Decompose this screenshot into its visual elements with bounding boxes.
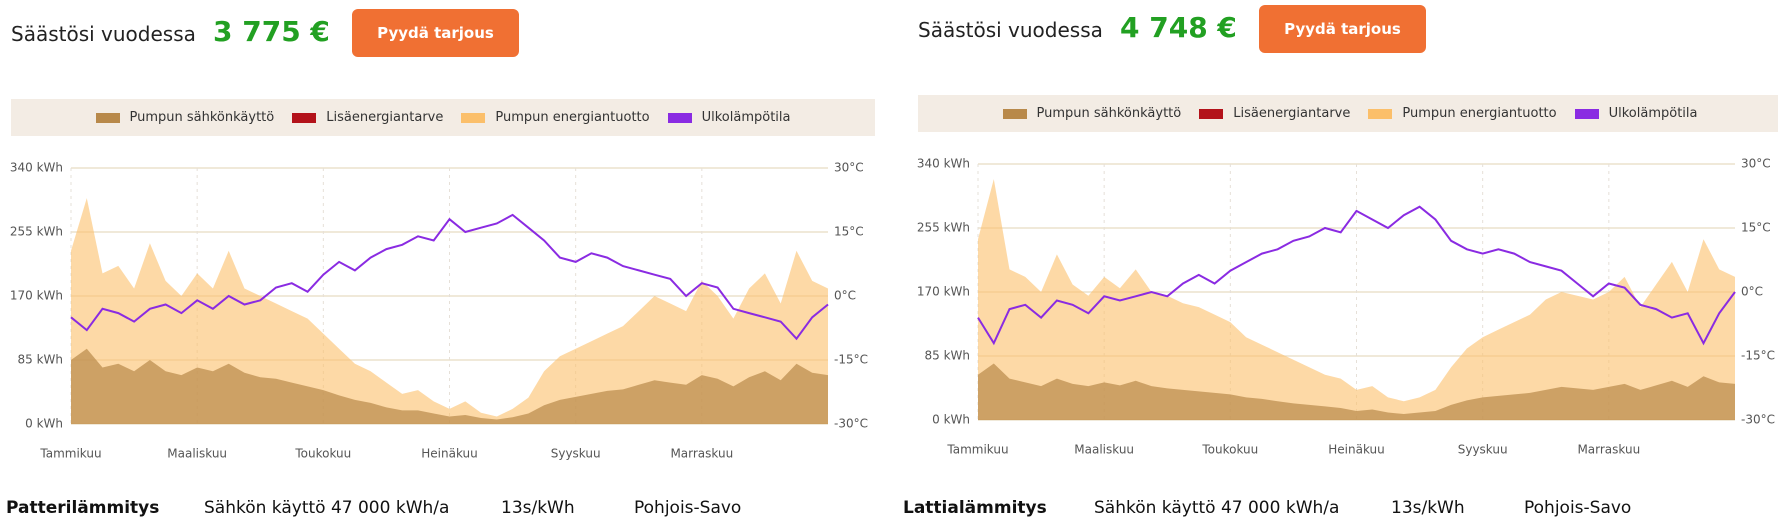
legend-item[interactable]: Pumpun energiantuotto	[461, 110, 650, 125]
legend-swatch	[1199, 108, 1224, 119]
y-tick-label: 255 kWh	[917, 221, 970, 235]
info-heating: Patterilämmitys	[6, 498, 160, 518]
x-tick-label: Tammikuu	[946, 443, 1008, 457]
info-region: Pohjois-Savo	[1524, 498, 1632, 518]
temperature-line	[70, 213, 829, 341]
quote-button[interactable]: Pyydä tarjous	[1259, 5, 1426, 53]
info-consumption: Sähkön käyttö 47 000 kWh/a	[204, 498, 450, 518]
legend-swatch	[95, 112, 120, 123]
quote-button[interactable]: Pyydä tarjous	[352, 9, 519, 57]
legend-label: Ulkolämpötila	[701, 110, 791, 125]
y2-tick-label: 15°C	[834, 225, 864, 239]
x-tick-label: Heinäkuu	[1328, 443, 1385, 457]
legend-label: Lisäenergiantarve	[326, 110, 444, 125]
legend-label: Pumpun sähkönkäyttö	[1036, 106, 1182, 121]
y-tick-label: 0 kWh	[25, 417, 63, 431]
y-tick-label: 340 kWh	[10, 161, 63, 175]
legend-swatch	[461, 112, 486, 123]
legend: Pumpun sähkönkäyttö Lisäenergiantarve Pump…	[918, 95, 1778, 132]
x-tick-label: Toukokuu	[1201, 443, 1258, 457]
x-tick-label: Toukokuu	[294, 447, 351, 461]
x-tick-label: Maaliskuu	[167, 447, 227, 461]
y2-tick-label: 0°C	[834, 289, 856, 303]
legend-label: Lisäenergiantarve	[1233, 106, 1351, 121]
area	[71, 348, 828, 424]
savings-label: Säästösi vuodessa	[11, 22, 196, 46]
x-tick-label: Maaliskuu	[1074, 443, 1134, 457]
info-price: 13s/kWh	[501, 498, 575, 518]
legend-label: Pumpun energiantuotto	[1402, 106, 1557, 121]
y-tick-label: 170 kWh	[10, 289, 63, 303]
legend-label: Pumpun energiantuotto	[495, 110, 650, 125]
y-tick-label: 85 kWh	[924, 349, 970, 363]
y2-tick-label: 30°C	[834, 161, 864, 175]
legend: Pumpun sähkönkäyttö Lisäenergiantarve Pump…	[11, 99, 875, 136]
legend-swatch	[1002, 108, 1027, 119]
legend-label: Pumpun sähkönkäyttö	[129, 110, 275, 125]
area	[71, 198, 828, 424]
x-tick-label: Tammikuu	[39, 447, 101, 461]
legend-item[interactable]: Lisäenergiantarve	[292, 110, 443, 125]
savings-amount: 3 775 €	[213, 15, 330, 48]
savings-amount: 4 748 €	[1120, 11, 1237, 44]
legend-swatch	[1574, 108, 1599, 119]
y2-tick-label: -30°C	[1741, 413, 1775, 427]
y2-tick-label: -30°C	[834, 417, 868, 431]
y2-tick-label: 0°C	[1741, 285, 1763, 299]
y2-tick-label: 15°C	[1741, 221, 1771, 235]
info-region: Pohjois-Savo	[634, 498, 742, 518]
info-consumption: Sähkön käyttö 47 000 kWh/a	[1094, 498, 1340, 518]
legend-item[interactable]: Pumpun sähkönkäyttö	[95, 110, 275, 125]
y-tick-label: 340 kWh	[917, 157, 970, 171]
legend-item[interactable]: Lisäenergiantarve	[1199, 106, 1350, 121]
y-tick-label: 85 kWh	[17, 353, 63, 367]
savings-label: Säästösi vuodessa	[918, 18, 1103, 42]
y2-tick-label: -15°C	[1741, 349, 1775, 363]
info-price: 13s/kWh	[1391, 498, 1465, 518]
legend-item[interactable]: Pumpun sähkönkäyttö	[1002, 106, 1182, 121]
x-tick-label: Heinäkuu	[421, 447, 478, 461]
y-tick-label: 0 kWh	[932, 413, 970, 427]
legend-swatch	[1368, 108, 1393, 119]
y-tick-label: 255 kWh	[10, 225, 63, 239]
y-tick-label: 170 kWh	[917, 285, 970, 299]
legend-item[interactable]: Ulkolämpötila	[1574, 106, 1698, 121]
legend-item[interactable]: Ulkolämpötila	[667, 110, 791, 125]
y2-tick-label: 30°C	[1741, 157, 1771, 171]
x-tick-label: Syyskuu	[551, 447, 601, 461]
x-tick-label: Marraskuu	[1577, 443, 1640, 457]
info-heating: Lattialämmitys	[903, 498, 1047, 518]
temperature-line	[977, 205, 1736, 346]
area	[978, 363, 1735, 420]
legend-label: Ulkolämpötila	[1608, 106, 1698, 121]
legend-item[interactable]: Pumpun energiantuotto	[1368, 106, 1557, 121]
y2-tick-label: -15°C	[834, 353, 868, 367]
legend-swatch	[667, 112, 692, 123]
x-tick-label: Marraskuu	[670, 447, 733, 461]
x-tick-label: Syyskuu	[1458, 443, 1508, 457]
legend-swatch	[292, 112, 317, 123]
area	[978, 179, 1735, 420]
